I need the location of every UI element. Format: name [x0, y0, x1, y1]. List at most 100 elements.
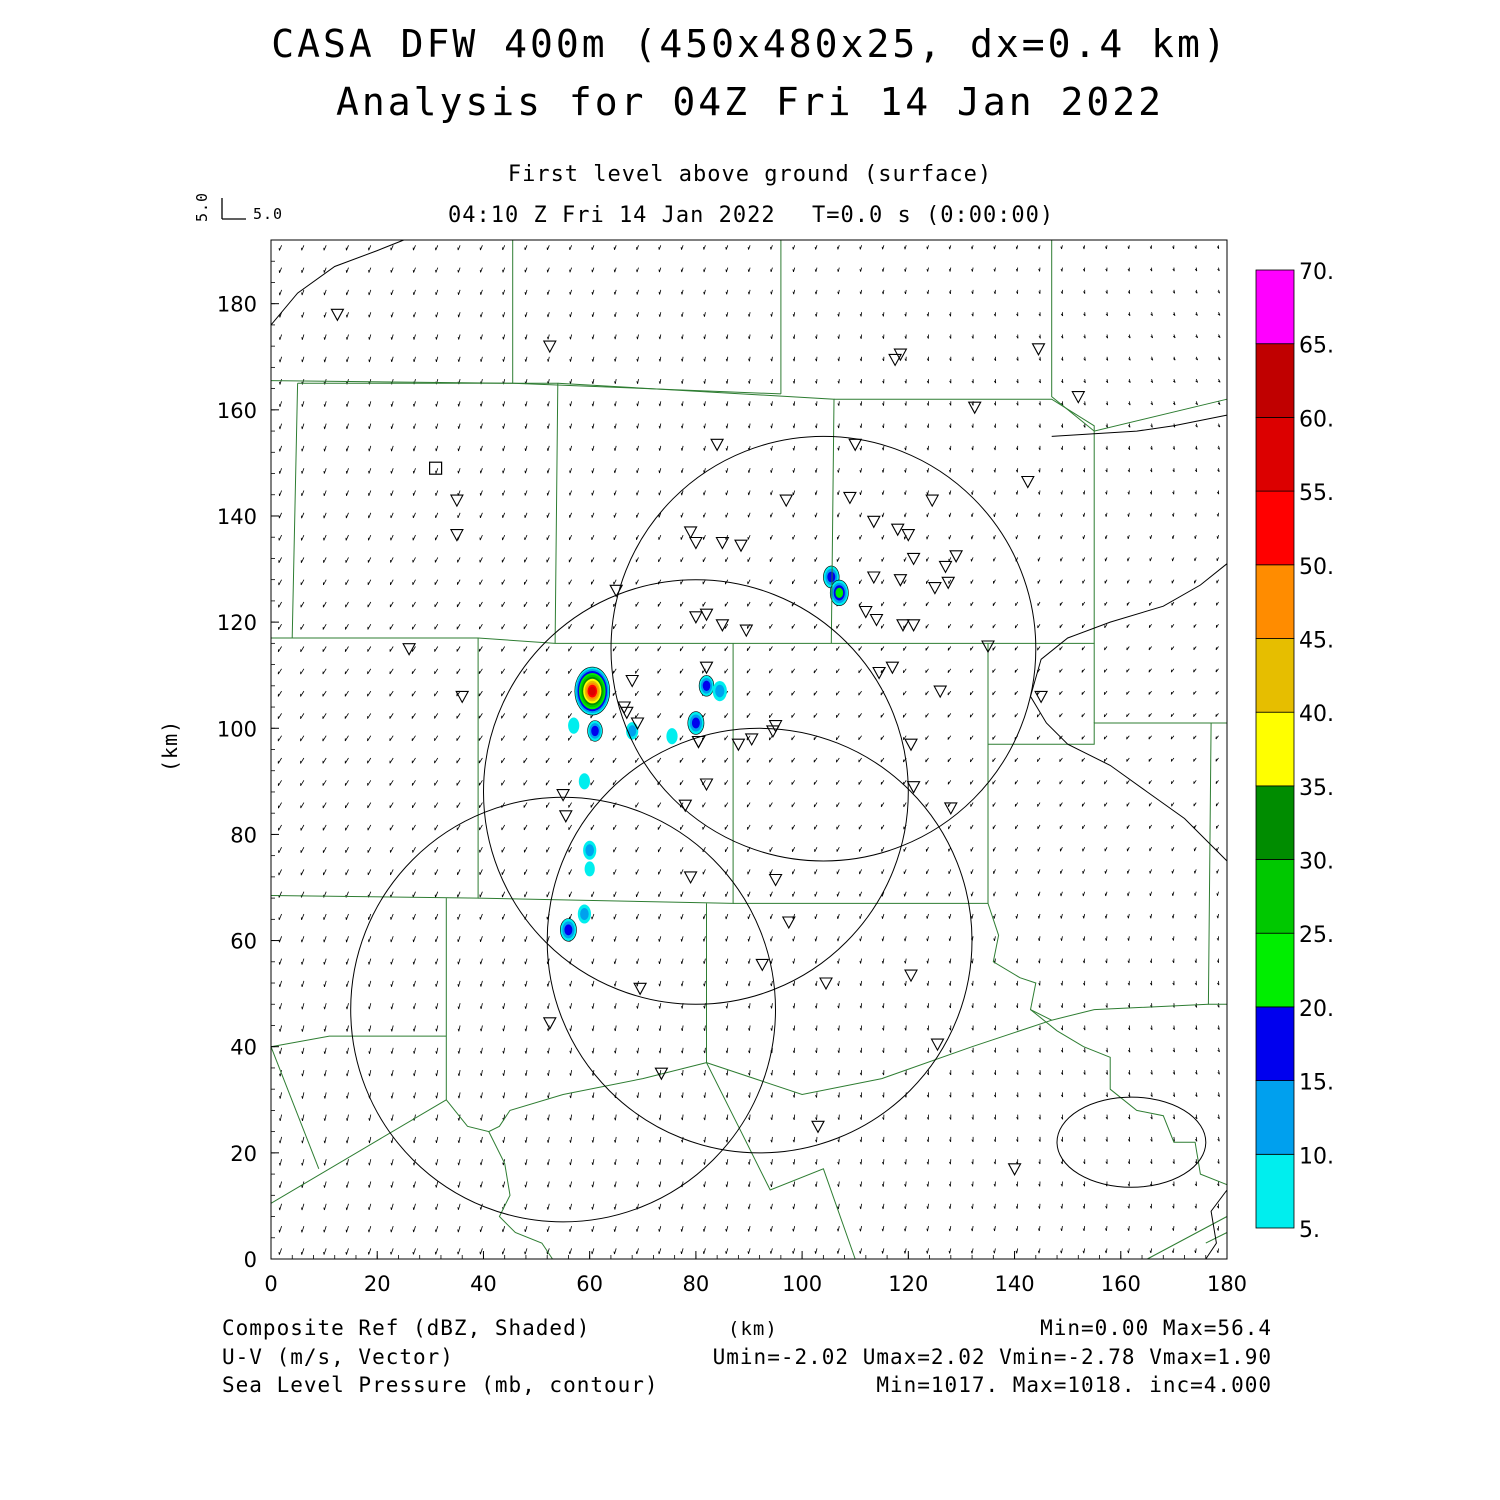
y-tick-label: 60: [230, 930, 257, 954]
station-marker: [755, 958, 770, 972]
station-marker: [688, 611, 703, 624]
station-marker: [896, 619, 910, 632]
station-marker: [1071, 391, 1086, 404]
colorbar-label: 60.: [1299, 407, 1334, 432]
y-tick-label: 40: [230, 1036, 257, 1060]
station-marker: [906, 619, 921, 632]
colorbar-label: 10.: [1299, 1144, 1334, 1169]
wind-vectors: [277, 245, 1221, 1255]
x-tick-label: 160: [1101, 1272, 1141, 1296]
x-tick-label: 20: [364, 1272, 391, 1296]
station-marker: [765, 725, 780, 739]
county-line: [988, 722, 1227, 1005]
station-marker: [779, 494, 794, 508]
station-marker: [893, 574, 908, 587]
station-marker: [927, 582, 942, 595]
station-marker: [1034, 690, 1049, 704]
station-marker: [731, 738, 746, 752]
station-marker: [449, 529, 464, 542]
x-tick-label: 100: [782, 1272, 822, 1296]
county-line: [488, 1131, 553, 1260]
forecast-time: T=0.0 s (0:00:00): [812, 203, 1055, 228]
colorbar-label: 25.: [1299, 923, 1334, 948]
state-line: [1051, 414, 1228, 437]
station-marker: [330, 308, 345, 322]
station-marker: [630, 717, 645, 731]
station-marker: [904, 738, 918, 752]
county-line: [706, 903, 856, 1260]
county-line: [270, 1046, 320, 1169]
station-marker: [734, 539, 748, 553]
colorbar-label: 55.: [1299, 481, 1334, 506]
y-tick-label: 20: [230, 1142, 257, 1166]
station-marker: [981, 640, 995, 654]
station-marker: [904, 969, 918, 983]
reflectivity-echoes: [560, 565, 849, 942]
station-marker: [683, 871, 698, 885]
station-marker: [768, 873, 783, 887]
footer-stats-wind: Umin=-2.02 Umax=2.02 Vmin=-2.78 Vmax=1.9…: [712, 1345, 1272, 1369]
station-marker: [715, 536, 730, 550]
chart-title: CASA DFW 400m (450x480x25, dx=0.4 km): [271, 22, 1229, 66]
station-marker: [556, 789, 571, 802]
colorbar-swatch: [1255, 932, 1295, 1008]
radar-ring: [483, 579, 909, 1005]
colorbar-label: 35.: [1299, 776, 1334, 801]
station-marker: [890, 523, 905, 537]
county-boundaries: [270, 240, 1228, 1260]
station-marker: [625, 674, 640, 688]
footer-field-pressure: Sea Level Pressure (mb, contour): [222, 1373, 659, 1397]
county-line: [270, 638, 479, 899]
state-line: [270, 239, 404, 326]
station-square-marker: [429, 461, 443, 475]
colorbar-label: 30.: [1299, 850, 1334, 875]
station-marker: [943, 802, 958, 816]
echo-cell: [560, 918, 577, 942]
echo-cell: [587, 720, 603, 742]
colorbar-swatch: [1255, 711, 1295, 787]
station-marker: [906, 781, 921, 794]
colorbar-swatch: [1255, 859, 1295, 934]
county-line: [270, 1035, 447, 1048]
echo-cell: [698, 675, 715, 697]
station-marker: [609, 584, 624, 598]
x-axis-units: (km): [728, 1318, 778, 1340]
county-line: [445, 1062, 707, 1133]
footer-stats-reflectivity: Min=0.00 Max=56.4: [1040, 1316, 1272, 1340]
y-tick-label: 80: [230, 823, 257, 847]
chart-subtitle: Analysis for 04Z Fri 14 Jan 2022: [335, 80, 1165, 124]
y-axis-label: (km): [158, 719, 182, 772]
radar-ring: [350, 796, 776, 1223]
station-marker: [869, 613, 884, 627]
station-marker: [949, 550, 964, 563]
county-line: [706, 1019, 1052, 1096]
echo-cell: [577, 904, 592, 924]
x-tick-label: 120: [888, 1272, 928, 1296]
station-marker: [633, 982, 648, 996]
station-marker: [688, 536, 703, 550]
station-marker: [848, 438, 863, 452]
station-marker: [683, 526, 698, 540]
station-marker: [866, 571, 881, 585]
station-marker: [858, 605, 873, 619]
echo-cell: [712, 681, 727, 702]
colorbar: 5. 10. 15. 20. 25. 30. 35. 40. 45. 50. 55. 60. 65. 70…: [1255, 260, 1334, 1243]
station-marker: [455, 690, 470, 704]
county-line: [1051, 240, 1228, 432]
colorbar-swatch: [1255, 343, 1295, 418]
colorbar-label: 15.: [1299, 1071, 1334, 1096]
colorbar-swatch: [1255, 1006, 1295, 1082]
state-line: [1029, 563, 1228, 862]
county-line: [297, 382, 559, 644]
station-marker: [811, 1120, 825, 1134]
county-line: [987, 903, 1209, 1021]
y-tick-label: 140: [217, 505, 257, 529]
colorbar-label: 40.: [1299, 702, 1334, 727]
county-line: [271, 383, 299, 639]
station-marker: [967, 401, 982, 415]
echo-cell: [666, 728, 678, 745]
station-marker: [449, 494, 464, 508]
colorbar-swatch: [1255, 638, 1295, 713]
colorbar-swatch: [1255, 416, 1295, 492]
station-marker: [933, 685, 948, 699]
